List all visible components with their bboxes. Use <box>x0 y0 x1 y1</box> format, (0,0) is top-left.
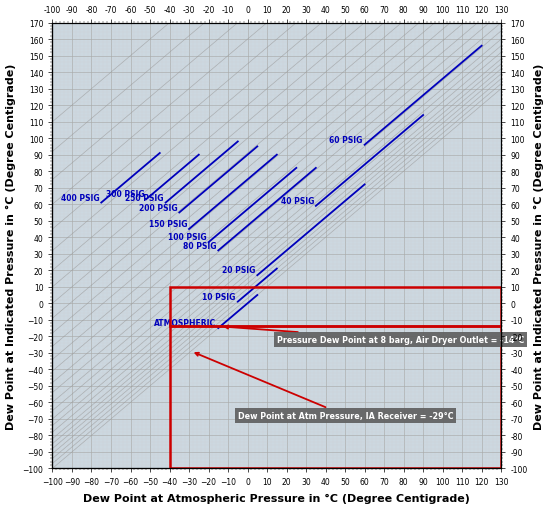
Text: 250 PSIG: 250 PSIG <box>125 193 164 203</box>
Text: 80 PSIG: 80 PSIG <box>183 241 216 250</box>
Text: Dew Point at Atm Pressure, IA Receiver = -29°C: Dew Point at Atm Pressure, IA Receiver =… <box>195 353 453 420</box>
Text: 400 PSIG: 400 PSIG <box>60 193 100 203</box>
Bar <box>169 287 501 327</box>
Y-axis label: Dew Point at Indicated Pressure in °C (Degree Centigrade): Dew Point at Indicated Pressure in °C (D… <box>535 63 544 429</box>
Text: 60 PSIG: 60 PSIG <box>329 136 362 145</box>
Text: 40 PSIG: 40 PSIG <box>280 196 314 206</box>
Text: 150 PSIG: 150 PSIG <box>148 220 187 229</box>
Bar <box>169 327 501 468</box>
Text: 200 PSIG: 200 PSIG <box>139 203 177 212</box>
Text: 300 PSIG: 300 PSIG <box>106 190 144 199</box>
X-axis label: Dew Point at Atmospheric Pressure in °C (Degree Centigrade): Dew Point at Atmospheric Pressure in °C … <box>84 493 470 503</box>
Text: 100 PSIG: 100 PSIG <box>168 233 207 242</box>
Text: 20 PSIG: 20 PSIG <box>222 266 255 275</box>
Text: 10 PSIG: 10 PSIG <box>202 292 236 301</box>
Y-axis label: Dew Point at Indicated Pressure in °C (Degree Centigrade): Dew Point at Indicated Pressure in °C (D… <box>6 63 15 429</box>
Text: Pressure Dew Point at 8 barg, Air Dryer Outlet = -14°C: Pressure Dew Point at 8 barg, Air Dryer … <box>225 326 524 345</box>
Text: ATMOSPHERIC: ATMOSPHERIC <box>154 319 216 328</box>
